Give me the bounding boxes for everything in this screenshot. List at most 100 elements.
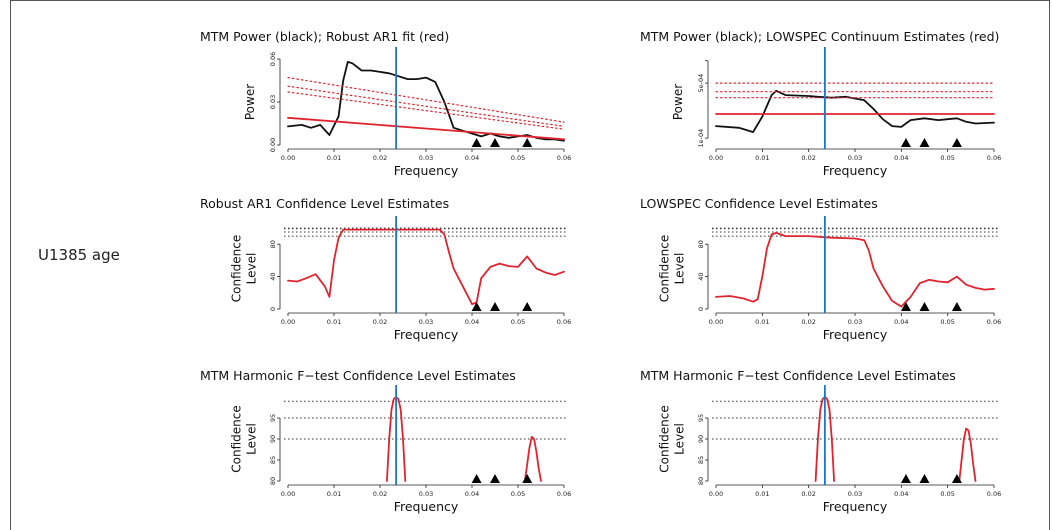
cl-series-line [287, 228, 565, 306]
y-axis-label: Level [673, 423, 687, 455]
y-tick-label: 40 [269, 272, 277, 280]
x-tick-label: 0.05 [511, 318, 525, 326]
frequency-triangle-marker [471, 302, 482, 311]
frequency-triangle-marker [951, 138, 962, 147]
x-tick-label: 0.00 [281, 490, 295, 498]
frequency-triangle-marker [919, 302, 930, 311]
y-tick-label: 5e-04 [697, 74, 705, 93]
figure-frame [10, 0, 1050, 530]
x-tick-label: 0.03 [848, 154, 862, 162]
x-tick-label: 0.01 [327, 490, 341, 498]
x-tick-label: 0.05 [940, 318, 954, 326]
cl-series-line [715, 231, 995, 308]
chart-p3: Robust AR1 Confidence Level Estimates 0 40… [200, 196, 571, 342]
x-tick-label: 0.04 [465, 490, 479, 498]
y-tick-label: 95 [269, 414, 277, 422]
power-series-line [287, 61, 565, 142]
frequency-triangle-marker [919, 474, 930, 483]
chart-p1: MTM Power (black); Robust AR1 fit (red) 0… [200, 29, 571, 178]
x-tick-label: 0.06 [557, 318, 571, 326]
plot-area [284, 396, 568, 482]
y-tick-label: 95 [697, 414, 705, 422]
frequency-triangle-marker [900, 138, 911, 147]
x-tick-label: 0.02 [801, 318, 815, 326]
x-axis-label: Frequency [823, 499, 888, 514]
model-series-line [287, 85, 565, 128]
x-tick-label: 0.05 [511, 490, 525, 498]
plot-area [715, 82, 995, 134]
frequency-triangle-marker [490, 138, 500, 147]
model-series-line [287, 91, 565, 130]
y-tick-label: 0 [269, 307, 277, 311]
chart-title: MTM Harmonic F−test Confidence Level Est… [640, 368, 956, 383]
x-tick-label: 0.04 [894, 154, 908, 162]
y-tick-label: 0.00 [269, 138, 277, 152]
frequency-triangle-marker [490, 474, 500, 483]
plot-area [712, 396, 998, 482]
y-tick-label: 80 [697, 240, 705, 248]
y-axis-label: Confidence [658, 405, 672, 472]
frequency-triangle-marker [919, 138, 930, 147]
x-tick-label: 0.01 [755, 154, 769, 162]
y-tick-label: 80 [269, 240, 277, 248]
x-tick-label: 0.05 [940, 490, 954, 498]
x-tick-label: 0.06 [987, 490, 1001, 498]
y-tick-label: 0 [697, 307, 705, 311]
x-tick-label: 0.05 [940, 154, 954, 162]
x-tick-label: 0.03 [848, 318, 862, 326]
y-axis-label: Power [671, 84, 685, 120]
plot-area [287, 61, 565, 142]
frequency-triangle-marker [951, 302, 962, 311]
x-tick-label: 0.00 [709, 154, 723, 162]
y-tick-label: 0.03 [269, 95, 277, 109]
y-axis-label: Level [245, 253, 259, 285]
frequency-triangle-marker [522, 302, 533, 311]
model-series-line [287, 116, 565, 141]
x-axis-label: Frequency [823, 327, 888, 342]
y-axis-label: Power [243, 84, 257, 120]
frequency-triangle-marker [522, 138, 533, 147]
x-tick-label: 0.00 [709, 490, 723, 498]
x-axis-label: Frequency [394, 499, 459, 514]
y-tick-label: 80 [697, 477, 705, 485]
chart-title: MTM Harmonic F−test Confidence Level Est… [200, 368, 516, 383]
cl-series-line [524, 435, 542, 482]
chart-title: MTM Power (black); Robust AR1 fit (red) [200, 29, 449, 44]
core-age-label: U1385 age [38, 246, 120, 264]
chart-title: Robust AR1 Confidence Level Estimates [200, 196, 449, 211]
y-tick-label: 85 [269, 456, 277, 464]
chart-p5: MTM Harmonic F−test Confidence Level Est… [200, 368, 571, 514]
x-axis-label: Frequency [394, 163, 459, 178]
frequency-triangle-marker [951, 474, 962, 483]
y-axis-label: Level [245, 423, 259, 455]
x-tick-label: 0.06 [557, 490, 571, 498]
plot-area [284, 227, 568, 306]
model-series-line [287, 76, 565, 123]
x-tick-label: 0.06 [557, 154, 571, 162]
frequency-triangle-marker [471, 474, 482, 483]
y-tick-label: 90 [269, 435, 277, 443]
x-tick-label: 0.01 [327, 318, 341, 326]
frequency-triangle-marker [900, 474, 911, 483]
frequency-triangle-marker [490, 302, 500, 311]
y-tick-label: 85 [697, 456, 705, 464]
x-tick-label: 0.03 [419, 318, 433, 326]
x-tick-label: 0.06 [987, 318, 1001, 326]
chart-p6: MTM Harmonic F−test Confidence Level Est… [640, 368, 1001, 514]
x-axis-label: Frequency [394, 327, 459, 342]
x-tick-label: 0.02 [801, 490, 815, 498]
chart-title: LOWSPEC Confidence Level Estimates [640, 196, 878, 211]
x-tick-label: 0.03 [848, 490, 862, 498]
x-tick-label: 0.04 [894, 318, 908, 326]
x-tick-label: 0.03 [419, 154, 433, 162]
x-tick-label: 0.00 [709, 318, 723, 326]
x-tick-label: 0.06 [987, 154, 1001, 162]
x-tick-label: 0.02 [373, 154, 387, 162]
x-axis-label: Frequency [823, 163, 888, 178]
x-tick-label: 0.04 [894, 490, 908, 498]
x-tick-label: 0.02 [373, 490, 387, 498]
y-axis-label: Confidence [658, 235, 672, 302]
x-tick-label: 0.02 [801, 154, 815, 162]
x-tick-label: 0.00 [281, 318, 295, 326]
